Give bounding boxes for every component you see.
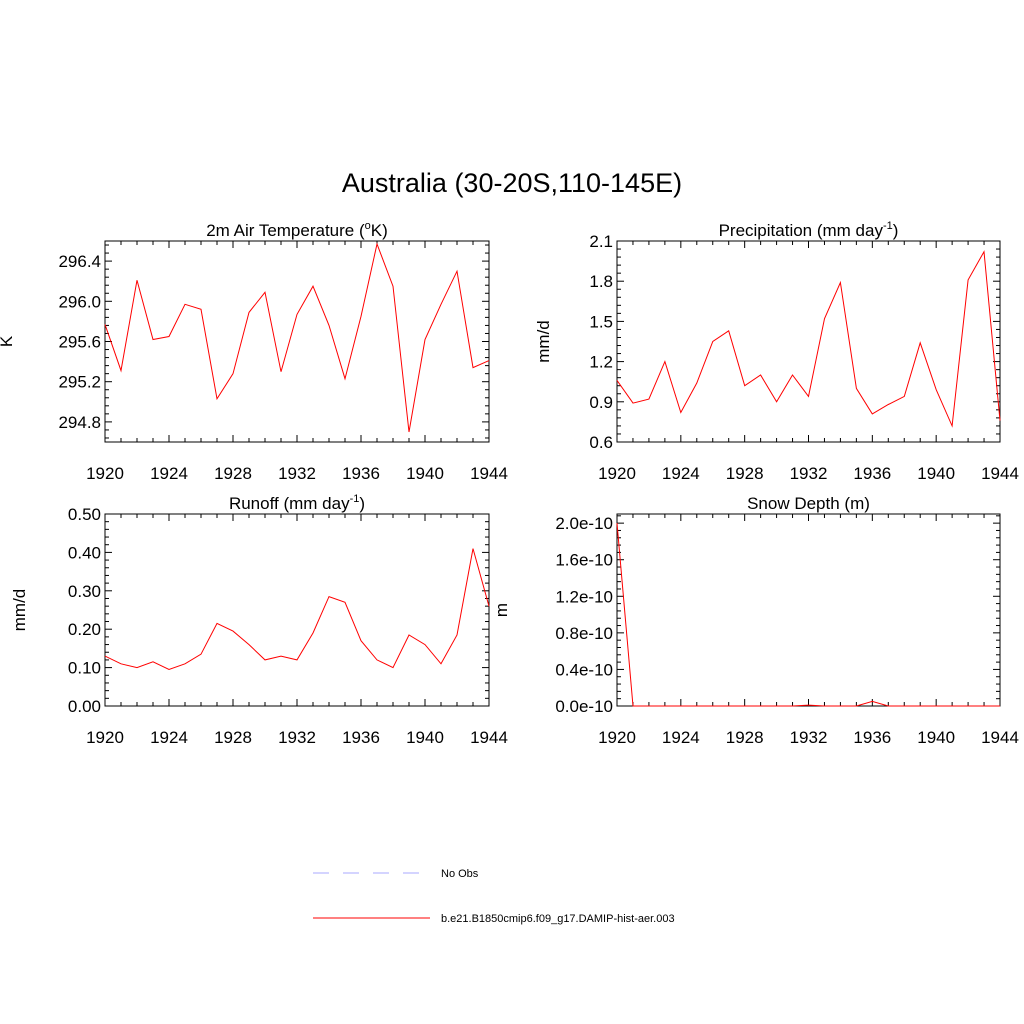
y-tick-label: 0.30 (68, 582, 101, 601)
x-tick-label: 1920 (86, 464, 124, 483)
x-tick-label: 1928 (726, 728, 764, 747)
panel-title: Precipitation (mm day-1) (719, 220, 899, 240)
x-tick-label: 1936 (342, 464, 380, 483)
y-tick-label: 0.00 (68, 697, 101, 716)
legend-label: No Obs (441, 868, 479, 880)
y-tick-label: 0.10 (68, 659, 101, 678)
x-tick-label: 1944 (470, 728, 508, 747)
x-tick-label: 1940 (917, 464, 955, 483)
x-tick-label: 1932 (790, 728, 828, 747)
x-tick-label: 1932 (278, 728, 316, 747)
x-tick-label: 1924 (662, 464, 700, 483)
y-axis-label: mm/d (534, 320, 553, 363)
x-tick-label: 1932 (278, 464, 316, 483)
y-tick-label: 2.1 (589, 232, 613, 251)
panel-title: Runoff (mm day-1) (229, 493, 365, 513)
x-tick-label: 1924 (662, 728, 700, 747)
y-tick-label: 0.0e-10 (555, 697, 613, 716)
series-line (104, 548, 490, 671)
y-tick-label: 2.0e-10 (555, 514, 613, 533)
y-tick-label: 1.8 (589, 272, 613, 291)
x-tick-label: 1924 (150, 464, 188, 483)
series-line (104, 242, 490, 433)
x-tick-label: 1940 (406, 728, 444, 747)
legend: No Obs b.e21.B1850cmip6.f09_g17.DAMIP-his… (313, 868, 675, 925)
plot-frame (104, 240, 490, 443)
x-tick-label: 1940 (406, 464, 444, 483)
plot-frame (104, 513, 490, 707)
x-tick-label: 1936 (853, 728, 891, 747)
panel-air-temperature: 1920 1924 1928 1932 1936 1940 1944 294.8 295.2 29… (0, 220, 508, 483)
panel-title: Snow Depth (m) (747, 494, 870, 513)
y-tick-label: 0.50 (68, 505, 101, 524)
y-tick-label: 0.9 (589, 393, 613, 412)
x-tick-label: 1920 (86, 728, 124, 747)
x-tick-label: 1932 (790, 464, 828, 483)
x-tick-label: 1944 (981, 728, 1019, 747)
y-axis-label: m (492, 603, 511, 617)
series-line (616, 250, 1001, 428)
x-tick-label: 1936 (853, 464, 891, 483)
y-tick-label: 1.5 (589, 312, 613, 331)
y-tick-label: 294.8 (58, 413, 101, 432)
panel-title: 2m Air Temperature (oK) (206, 220, 388, 240)
y-tick-label: 295.2 (58, 373, 101, 392)
x-tick-label: 1928 (726, 464, 764, 483)
x-tick-label: 1920 (598, 464, 636, 483)
x-tick-label: 1940 (917, 728, 955, 747)
plot-frame (616, 513, 1001, 707)
x-tick-label: 1920 (598, 728, 636, 747)
y-tick-label: 0.8e-10 (555, 624, 613, 643)
y-tick-label: 1.6e-10 (555, 551, 613, 570)
x-tick-label: 1936 (342, 728, 380, 747)
panel-runoff: 1920 1924 1928 1932 1936 1940 1944 0.00 0.10 0.20… (10, 493, 508, 747)
x-tick-label: 1944 (981, 464, 1019, 483)
panel-precipitation: 1920 1924 1928 1932 1936 1940 1944 0.6 0.9 1.2 1.5… (534, 220, 1019, 483)
y-tick-label: 296.4 (58, 252, 101, 271)
y-tick-label: 0.4e-10 (555, 660, 613, 679)
y-tick-label: 0.40 (68, 543, 101, 562)
y-axis-label: mm/d (10, 589, 29, 632)
x-tick-label: 1928 (214, 464, 252, 483)
y-tick-label: 0.6 (589, 433, 613, 452)
main-title: Australia (30-20S,110-145E) (341, 168, 683, 198)
x-tick-label: 1924 (150, 728, 188, 747)
legend-label: b.e21.B1850cmip6.f09_g17.DAMIP-hist-aer.… (441, 913, 675, 925)
y-tick-label: 296.0 (58, 292, 101, 311)
series-line (616, 523, 1000, 707)
panel-snow-depth: 1920 1924 1928 1932 1936 1940 1944 0.0e-10 0.4e-… (492, 494, 1019, 747)
y-tick-label: 1.2e-10 (555, 587, 613, 606)
y-axis-label: K (0, 335, 16, 347)
y-tick-label: 295.6 (58, 333, 101, 352)
plot-frame (616, 240, 1001, 443)
y-tick-label: 0.20 (68, 620, 101, 639)
x-tick-label: 1944 (470, 464, 508, 483)
x-tick-label: 1928 (214, 728, 252, 747)
y-tick-label: 1.2 (589, 353, 613, 372)
